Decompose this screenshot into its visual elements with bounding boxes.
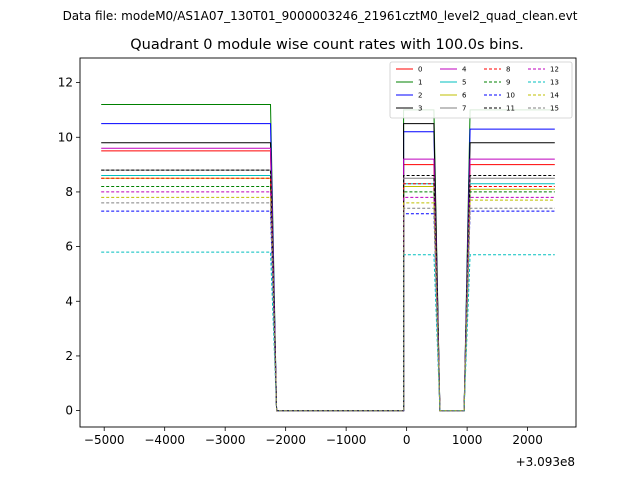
legend-label-8: 8 [506,66,510,74]
legend-label-10: 10 [506,92,515,100]
x-tick-label: 1000 [452,433,483,447]
y-tick-label: 2 [65,349,73,363]
legend-label-15: 15 [550,105,559,113]
legend-label-1: 1 [418,79,422,87]
legend-label-3: 3 [418,105,422,113]
axes-frame [79,57,577,428]
y-tick-label: 0 [65,404,73,418]
legend-box [389,61,573,119]
x-tick-label: 0 [403,433,411,447]
series-lines [101,104,555,412]
x-tick-label: −3000 [205,433,246,447]
y-axis: 0 2 4 6 8 10 12 [58,76,80,418]
y-tick-label: 4 [65,294,73,308]
data-file-suptitle: Data file: modeM0/AS1A07_130T01_90000032… [63,9,578,23]
x-tick-label: −2000 [265,433,306,447]
axes-background [80,58,576,427]
legend-label-4: 4 [462,66,467,74]
x-offset-label: +3.093e8 [516,455,575,469]
series-line-11 [101,169,555,412]
y-tick-label: 10 [58,130,73,144]
series-line-10 [101,210,555,412]
legend-label-9: 9 [506,79,510,87]
chart-title: Quadrant 0 module wise count rates with … [130,37,524,53]
legend-label-14: 14 [550,92,559,100]
legend-label-13: 13 [550,79,559,87]
x-tick-label: −4000 [144,433,185,447]
plot-area: −5000 −4000 −3000 −2000 −1000 0 1000 2000 0 2 4 6 8… [58,57,577,469]
legend-label-12: 12 [550,66,559,74]
x-tick-label: 2000 [512,433,543,447]
legend-label-5: 5 [462,79,466,87]
series-line-15 [101,202,555,412]
legend-label-7: 7 [462,105,466,113]
legend-label-6: 6 [462,92,467,100]
series-line-13 [101,251,555,412]
y-tick-label: 8 [65,185,73,199]
legend-label-11: 11 [506,105,515,113]
x-tick-label: −1000 [326,433,367,447]
legend-label-0: 0 [418,66,422,74]
legend-label-2: 2 [418,92,422,100]
y-tick-label: 12 [58,76,73,90]
x-tick-label: −5000 [84,433,125,447]
x-axis: −5000 −4000 −3000 −2000 −1000 0 1000 2000 [84,427,543,447]
y-tick-label: 6 [65,240,73,254]
